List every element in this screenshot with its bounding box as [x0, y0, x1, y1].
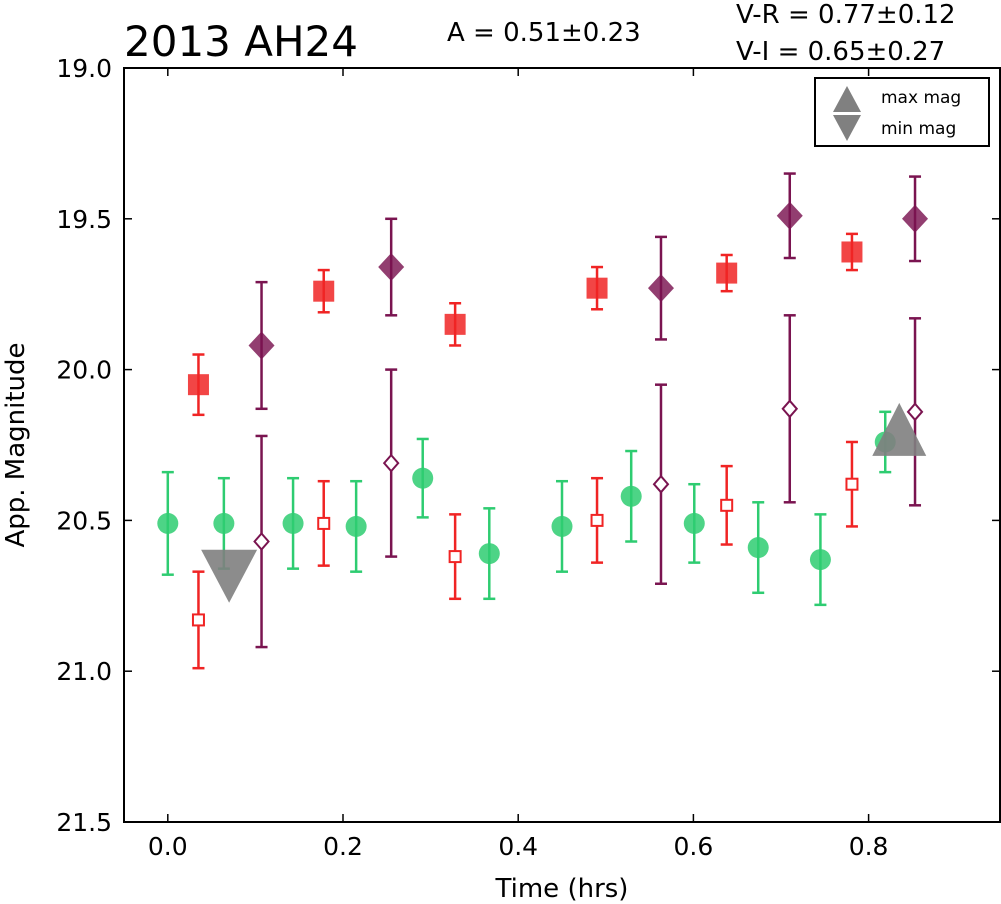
y-tick-label: 19.0	[56, 54, 112, 83]
data-point	[551, 515, 573, 537]
data-point	[253, 531, 270, 552]
data-point	[647, 274, 674, 303]
data-point	[845, 477, 859, 491]
x-tick-label: 0.0	[148, 832, 188, 861]
y-axis-label: App. Magnitude	[1, 342, 31, 547]
tick-layer: 0.0 0.2 0.4 0.6 0.8 19.0 19.5 20.0 20.5 21.0 21.5	[56, 54, 1000, 861]
legend: max mag min mag	[814, 77, 990, 147]
data-point	[317, 516, 331, 530]
data-point	[282, 512, 304, 534]
data-point	[652, 474, 670, 494]
legend-min-mag-triangle-down-icon	[833, 115, 861, 141]
data-point	[716, 262, 738, 284]
y-tick-label: 21.5	[56, 808, 112, 837]
data-point	[157, 512, 179, 534]
data-point	[248, 331, 275, 360]
plot-layer	[157, 172, 929, 670]
data-point	[747, 537, 769, 559]
data-point	[841, 241, 863, 263]
plot-frame	[123, 67, 1001, 823]
series-diamond	[248, 172, 929, 411]
data-point	[906, 402, 924, 422]
v-i-color-annotation: V-I = 0.65±0.27	[736, 37, 945, 67]
legend-min-mag-label: min mag	[881, 119, 956, 139]
y-tick-label: 20.5	[56, 506, 112, 535]
min-mag-marker	[201, 549, 258, 603]
data-point	[902, 204, 929, 233]
data-point	[781, 399, 799, 419]
series-circle	[157, 410, 896, 607]
data-point	[809, 549, 831, 571]
x-tick-label: 0.6	[674, 832, 714, 861]
series-square	[187, 232, 863, 417]
y-tick-label: 20.0	[56, 356, 112, 385]
series-square-open	[191, 440, 859, 670]
series-diamond-open	[253, 314, 924, 649]
data-point	[378, 253, 405, 282]
data-point	[590, 513, 604, 527]
v-r-color-annotation: V-R = 0.77±0.12	[736, 0, 956, 30]
x-tick-label: 0.8	[849, 832, 889, 861]
series-triangle-down	[201, 549, 258, 603]
data-point	[412, 467, 434, 489]
data-point	[191, 613, 205, 627]
data-point	[187, 374, 209, 396]
amplitude-annotation: A = 0.51±0.23	[447, 18, 641, 48]
x-axis-label: Time (hrs)	[495, 874, 629, 904]
data-point	[683, 512, 705, 534]
x-tick-label: 0.2	[323, 832, 363, 861]
chart-title: 2013 AH24	[124, 17, 358, 66]
data-point	[776, 201, 803, 230]
data-point	[213, 512, 235, 534]
x-tick-label: 0.4	[498, 832, 538, 861]
legend-max-mag-triangle-up-icon	[833, 86, 861, 112]
data-point	[620, 485, 642, 507]
data-point	[478, 543, 500, 565]
legend-max-mag-label: max mag	[881, 88, 961, 108]
y-tick-label: 19.5	[56, 205, 112, 234]
y-tick-label: 21.0	[56, 657, 112, 686]
series-triangle-up	[872, 402, 927, 456]
data-point	[586, 277, 608, 299]
data-point	[444, 313, 466, 335]
max-mag-marker	[872, 402, 927, 456]
data-point	[313, 280, 335, 302]
data-point	[720, 498, 734, 512]
data-point	[448, 550, 462, 564]
data-point	[382, 453, 400, 473]
data-point	[345, 515, 367, 537]
